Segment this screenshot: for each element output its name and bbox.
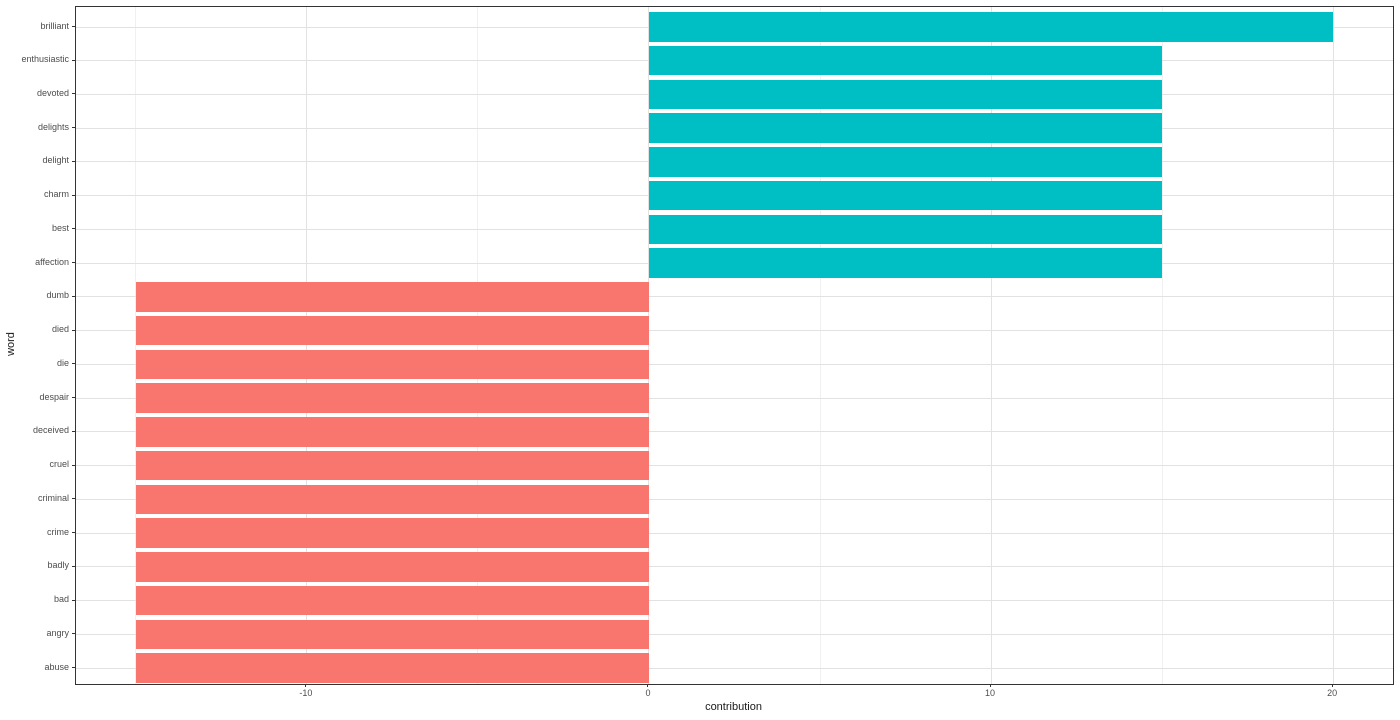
y-tick-label-deceived: deceived	[32, 425, 69, 436]
y-tick-mark	[72, 59, 75, 61]
y-tick-label-brilliant: brilliant	[40, 20, 69, 31]
bar-die	[135, 349, 649, 380]
y-tick-mark	[72, 633, 75, 635]
y-tick-mark	[72, 532, 75, 534]
bar-bad	[135, 585, 649, 616]
y-tick-label-die: die	[56, 357, 69, 368]
grid-line-x-major	[1332, 7, 1334, 684]
plot-panel-inner	[76, 7, 1393, 684]
y-tick-label-bad: bad	[53, 594, 69, 605]
grid-line-y-major	[76, 397, 1393, 399]
y-tick-mark	[72, 667, 75, 668]
grid-line-x-major	[306, 7, 308, 684]
y-tick-label-charm: charm	[43, 189, 69, 200]
bar-badly	[135, 552, 649, 582]
y-tick-label-badly: badly	[47, 560, 69, 571]
bar-criminal	[135, 484, 649, 515]
grid-line-y-major	[76, 532, 1393, 534]
grid-line-y-major	[76, 330, 1393, 332]
grid-line-y-major	[76, 465, 1393, 467]
bar-deceived	[135, 417, 649, 447]
grid-line-x-major	[648, 7, 650, 684]
grid-line-x-minor	[819, 7, 821, 684]
y-tick-label-despair: despair	[39, 391, 69, 402]
x-tick-label: 20	[1327, 688, 1338, 698]
y-tick-label-affection: affection	[35, 256, 69, 267]
x-tick-mark	[989, 684, 991, 687]
grid-line-x-minor	[1161, 7, 1163, 684]
bar-despair	[135, 383, 649, 413]
y-tick-label-enthusiastic: enthusiastic	[21, 54, 69, 65]
y-tick-label-devoted: devoted	[36, 87, 69, 98]
y-tick-mark	[72, 397, 75, 399]
y-tick-mark	[72, 464, 75, 466]
y-tick-mark	[72, 329, 75, 331]
plot-panel	[75, 6, 1394, 685]
y-tick-mark	[72, 363, 75, 365]
grid-line-y-major	[76, 498, 1393, 500]
x-axis-title: contribution	[705, 701, 762, 713]
grid-line-x-major	[990, 7, 992, 684]
y-tick-label-dumb: dumb	[46, 290, 69, 301]
y-tick-mark	[72, 194, 75, 196]
y-tick-label-died: died	[51, 324, 69, 335]
bar-crime	[135, 518, 649, 548]
bar-died	[135, 315, 649, 346]
y-tick-label-angry: angry	[46, 627, 69, 638]
y-tick-mark	[72, 26, 75, 27]
bar-best	[648, 214, 1163, 245]
y-tick-mark	[72, 228, 75, 230]
bar-delights	[648, 113, 1163, 143]
y-tick-label-abuse: abuse	[44, 661, 69, 672]
y-tick-label-delights: delights	[37, 121, 69, 132]
y-axis-title: word	[5, 332, 17, 356]
bar-brilliant	[648, 12, 1334, 42]
x-tick-mark	[305, 684, 307, 687]
y-tick-mark	[72, 430, 75, 432]
grid-line-y-major	[76, 633, 1393, 635]
y-tick-mark	[72, 93, 75, 95]
y-tick-mark	[72, 127, 75, 129]
bar-angry	[135, 619, 649, 649]
bar-enthusiastic	[648, 45, 1163, 76]
grid-line-y-major	[76, 431, 1393, 433]
y-tick-mark	[72, 565, 75, 567]
x-tick-mark	[647, 684, 649, 687]
bar-devoted	[648, 79, 1163, 110]
y-tick-label-crime: crime	[47, 526, 69, 537]
y-tick-mark	[72, 295, 75, 297]
y-tick-label-best: best	[51, 222, 69, 233]
bar-affection	[648, 248, 1163, 278]
y-tick-label-delight: delight	[42, 155, 69, 166]
y-tick-mark	[72, 599, 75, 601]
bar-abuse	[135, 653, 649, 683]
y-tick-mark	[72, 262, 75, 264]
bar-delight	[648, 147, 1163, 177]
grid-line-y-major	[76, 566, 1393, 568]
y-tick-mark	[72, 160, 75, 162]
grid-line-x-minor	[477, 7, 479, 684]
x-tick-label: 10	[985, 688, 996, 698]
y-tick-label-cruel: cruel	[49, 459, 69, 470]
bar-cruel	[135, 450, 649, 481]
grid-line-y-major	[76, 667, 1393, 669]
x-tick-mark	[1331, 684, 1333, 687]
x-tick-label: -10	[299, 688, 313, 698]
bar-charm	[648, 180, 1163, 211]
grid-line-x-minor	[135, 7, 137, 684]
grid-line-y-major	[76, 363, 1393, 365]
grid-line-y-major	[76, 296, 1393, 298]
y-tick-mark	[72, 498, 75, 500]
x-tick-label: 0	[645, 688, 651, 698]
grid-line-y-major	[76, 600, 1393, 602]
y-tick-label-criminal: criminal	[37, 492, 69, 503]
bar-dumb	[135, 282, 649, 312]
